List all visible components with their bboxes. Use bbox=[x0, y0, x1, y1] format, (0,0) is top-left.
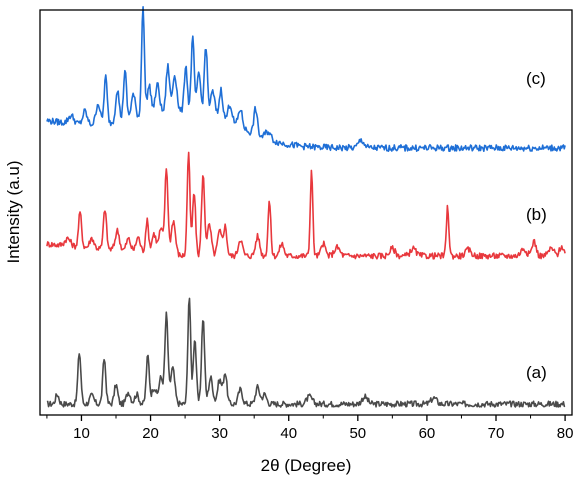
series-line-2 bbox=[46, 151, 566, 260]
x-tick-label-10: 10 bbox=[73, 425, 90, 442]
series-label-1: (a) bbox=[526, 363, 547, 382]
x-tick-label-60: 60 bbox=[419, 425, 436, 442]
series-label-3: (c) bbox=[526, 69, 546, 88]
series-line-1 bbox=[46, 297, 566, 408]
x-tick-label-40: 40 bbox=[280, 425, 297, 442]
x-tick-label-50: 50 bbox=[349, 425, 366, 442]
series-line-3 bbox=[46, 6, 566, 153]
x-axis-title: 2θ (Degree) bbox=[261, 456, 352, 475]
y-axis-title: Intensity (a.u) bbox=[4, 161, 23, 264]
x-tick-label-30: 30 bbox=[211, 425, 228, 442]
x-tick-label-80: 80 bbox=[557, 425, 574, 442]
series-layer bbox=[46, 6, 566, 408]
x-axis: 10 20 30 40 50 60 70 80 bbox=[46, 415, 574, 442]
series-labels: (a) (b) (c) bbox=[526, 69, 547, 382]
x-tick-label-70: 70 bbox=[488, 425, 505, 442]
plot-frame bbox=[39, 9, 573, 416]
series-label-2: (b) bbox=[526, 205, 547, 224]
x-tick-label-20: 20 bbox=[142, 425, 159, 442]
